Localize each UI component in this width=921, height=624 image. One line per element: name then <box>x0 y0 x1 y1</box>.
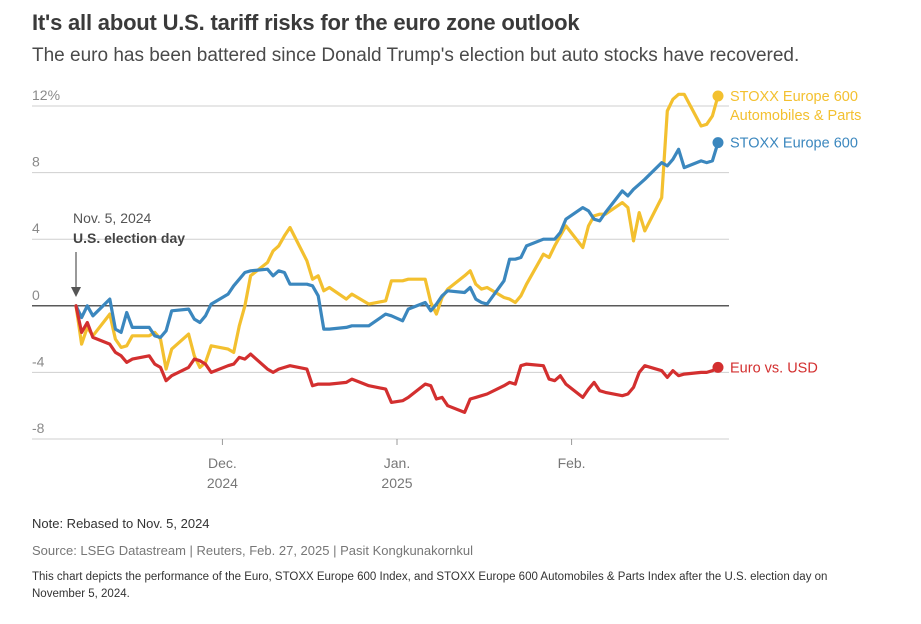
y-tick-label: -8 <box>32 420 45 436</box>
chart-note: Note: Rebased to Nov. 5, 2024 <box>32 516 210 531</box>
y-tick-label: -4 <box>32 353 45 369</box>
x-tick-year-label: 2025 <box>381 475 412 491</box>
line-chart: 12% 8 4 0 -4 -8 Dec. 2024 Jan. 2025 Feb. Nov. 5, 20… <box>32 87 861 491</box>
chart-subtitle: The euro has been battered since Donald … <box>32 45 800 66</box>
series-label-1: STOXX Europe 600 <box>730 136 858 152</box>
series-endpoint-2 <box>712 361 724 373</box>
y-tick-label: 0 <box>32 287 40 303</box>
x-tick-label: Jan. <box>384 455 410 471</box>
series-endpoint-1 <box>712 137 724 149</box>
chart-source: Source: LSEG Datastream | Reuters, Feb. … <box>32 543 474 558</box>
x-tick-label: Dec. <box>208 455 237 471</box>
x-tick-label: Feb. <box>558 455 586 471</box>
series-endpoint-0 <box>712 90 724 102</box>
y-tick-label: 12% <box>32 87 60 103</box>
y-tick-label: 8 <box>32 154 40 170</box>
chart-description: This chart depicts the performance of th… <box>32 571 828 600</box>
series-label-0: STOXX Europe 600 <box>730 89 858 105</box>
annotation-arrowhead <box>71 287 81 297</box>
series-line-0 <box>74 92 720 371</box>
annotation-event-label: U.S. election day <box>73 230 185 246</box>
series-line-2 <box>74 304 720 414</box>
series-label-0: Automobiles & Parts <box>730 108 861 124</box>
chart-title: It's all about U.S. tariff risks for the… <box>32 10 580 35</box>
annotation-date-label: Nov. 5, 2024 <box>73 210 152 226</box>
series-label-2: Euro vs. USD <box>730 360 818 376</box>
x-tick-year-label: 2024 <box>207 475 238 491</box>
series-line-1 <box>74 141 720 339</box>
y-tick-label: 4 <box>32 220 40 236</box>
